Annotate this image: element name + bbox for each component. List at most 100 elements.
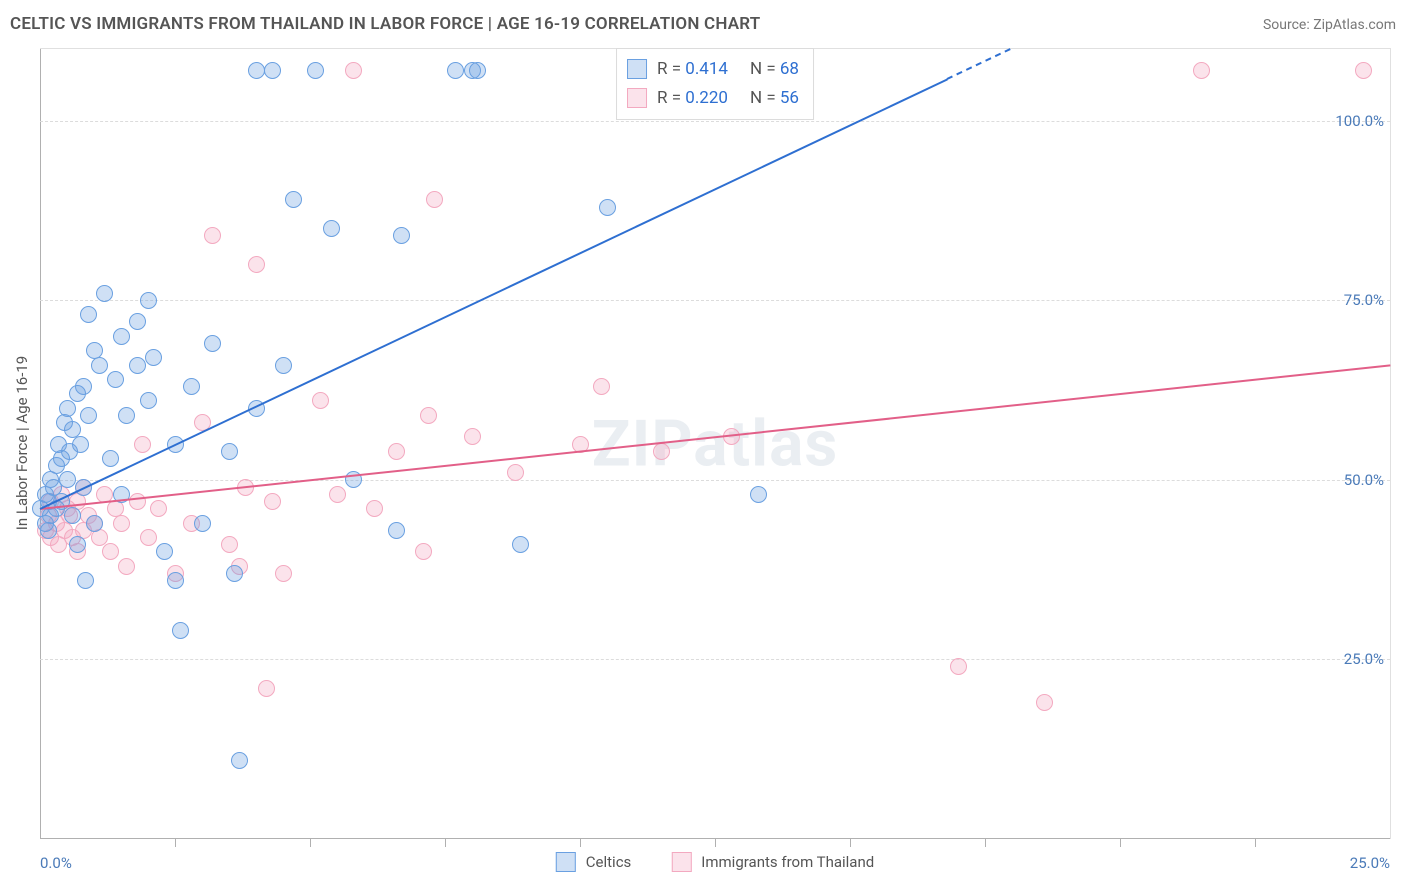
corr-r-label: R = 0.220 (657, 84, 728, 113)
scatter-point-thailand (102, 543, 119, 560)
scatter-point-celtics (77, 572, 94, 589)
scatter-point-celtics (80, 407, 97, 424)
y-tick-label: 50.0% (1344, 471, 1384, 489)
scatter-point-celtics (80, 306, 97, 323)
scatter-point-thailand (653, 443, 670, 460)
scatter-point-celtics (231, 752, 248, 769)
trend-line-celtics (40, 78, 948, 509)
scatter-point-thailand (1193, 62, 1210, 79)
scatter-point-celtics (91, 357, 108, 374)
x-tick (985, 839, 986, 847)
y-tick-label: 25.0% (1344, 650, 1384, 668)
scatter-point-celtics (129, 313, 146, 330)
scatter-point-celtics (275, 357, 292, 374)
scatter-point-celtics (140, 292, 157, 309)
scatter-point-celtics (447, 62, 464, 79)
y-tick-label: 75.0% (1344, 291, 1384, 309)
scatter-point-thailand (134, 436, 151, 453)
scatter-point-thailand (464, 428, 481, 445)
scatter-point-celtics (285, 191, 302, 208)
scatter-point-celtics (264, 62, 281, 79)
scatter-point-thailand (1355, 62, 1372, 79)
scatter-point-celtics (96, 285, 113, 302)
scatter-point-celtics (75, 378, 92, 395)
scatter-point-thailand (113, 515, 130, 532)
scatter-point-thailand (118, 558, 135, 575)
scatter-point-celtics (64, 507, 81, 524)
x-tick (1255, 839, 1256, 847)
y-tick-label: 100.0% (1335, 112, 1384, 130)
scatter-point-thailand (507, 464, 524, 481)
corr-swatch-thailand (627, 88, 647, 108)
x-tick (850, 839, 851, 847)
x-tick (445, 839, 446, 847)
scatter-point-thailand (415, 543, 432, 560)
gridline-y (40, 659, 1390, 660)
scatter-point-celtics (40, 522, 57, 539)
corr-n-label: N = 56 (750, 84, 799, 113)
x-tick (1120, 839, 1121, 847)
scatter-point-celtics (59, 471, 76, 488)
legend-item-thailand: Immigrants from Thailand (671, 852, 874, 872)
legend-swatch-thailand (671, 852, 691, 872)
x-tick (715, 839, 716, 847)
watermark: ZIPatlas (592, 407, 838, 482)
scatter-point-celtics (307, 62, 324, 79)
scatter-point-celtics (156, 543, 173, 560)
scatter-point-thailand (275, 565, 292, 582)
legend-label-thailand: Immigrants from Thailand (701, 853, 874, 871)
chart-title: CELTIC VS IMMIGRANTS FROM THAILAND IN LA… (10, 14, 760, 34)
legend-swatch-celtics (556, 852, 576, 872)
legend: Celtics Immigrants from Thailand (556, 852, 874, 872)
scatter-point-celtics (167, 572, 184, 589)
correlation-box: R = 0.414 N = 68 R = 0.220 N = 56 (616, 48, 814, 120)
y-axis-title: In Labor Force | Age 16-19 (13, 356, 31, 530)
scatter-point-celtics (59, 400, 76, 417)
x-tick (580, 839, 581, 847)
scatter-point-thailand (329, 486, 346, 503)
scatter-point-thailand (204, 227, 221, 244)
scatter-point-celtics (221, 443, 238, 460)
scatter-point-thailand (150, 500, 167, 517)
scatter-point-celtics (145, 349, 162, 366)
scatter-point-celtics (102, 450, 119, 467)
scatter-point-celtics (194, 515, 211, 532)
gridline-y (40, 300, 1390, 301)
scatter-point-thailand (140, 529, 157, 546)
scatter-point-celtics (129, 357, 146, 374)
legend-label-celtics: Celtics (586, 853, 632, 871)
scatter-point-celtics (388, 522, 405, 539)
scatter-point-thailand (221, 536, 238, 553)
corr-n-label: N = 68 (750, 55, 799, 84)
scatter-point-thailand (388, 443, 405, 460)
scatter-point-celtics (118, 407, 135, 424)
scatter-point-thailand (1036, 694, 1053, 711)
corr-swatch-celtics (627, 59, 647, 79)
scatter-point-celtics (113, 328, 130, 345)
x-tick (175, 839, 176, 847)
scatter-point-celtics (183, 378, 200, 395)
scatter-point-celtics (469, 62, 486, 79)
scatter-point-celtics (512, 536, 529, 553)
scatter-point-celtics (599, 199, 616, 216)
trend-line-celtics (947, 48, 1011, 80)
scatter-point-celtics (172, 622, 189, 639)
scatter-point-thailand (312, 392, 329, 409)
scatter-point-celtics (248, 62, 265, 79)
x-tick-label-0: 0.0% (40, 854, 72, 872)
plot-area: ZIPatlas 25.0% 50.0% 75.0% 100.0% (40, 48, 1391, 839)
scatter-point-thailand (129, 493, 146, 510)
scatter-point-thailand (950, 658, 967, 675)
scatter-point-celtics (204, 335, 221, 352)
scatter-point-thailand (345, 62, 362, 79)
y-axis-line (40, 49, 41, 839)
scatter-point-thailand (248, 256, 265, 273)
scatter-point-celtics (323, 220, 340, 237)
chart-source: Source: ZipAtlas.com (1263, 17, 1396, 33)
chart-header: CELTIC VS IMMIGRANTS FROM THAILAND IN LA… (10, 14, 1396, 38)
scatter-point-thailand (258, 680, 275, 697)
x-tick (310, 839, 311, 847)
scatter-point-celtics (393, 227, 410, 244)
legend-item-celtics: Celtics (556, 852, 632, 872)
corr-row-thailand: R = 0.220 N = 56 (627, 84, 799, 113)
